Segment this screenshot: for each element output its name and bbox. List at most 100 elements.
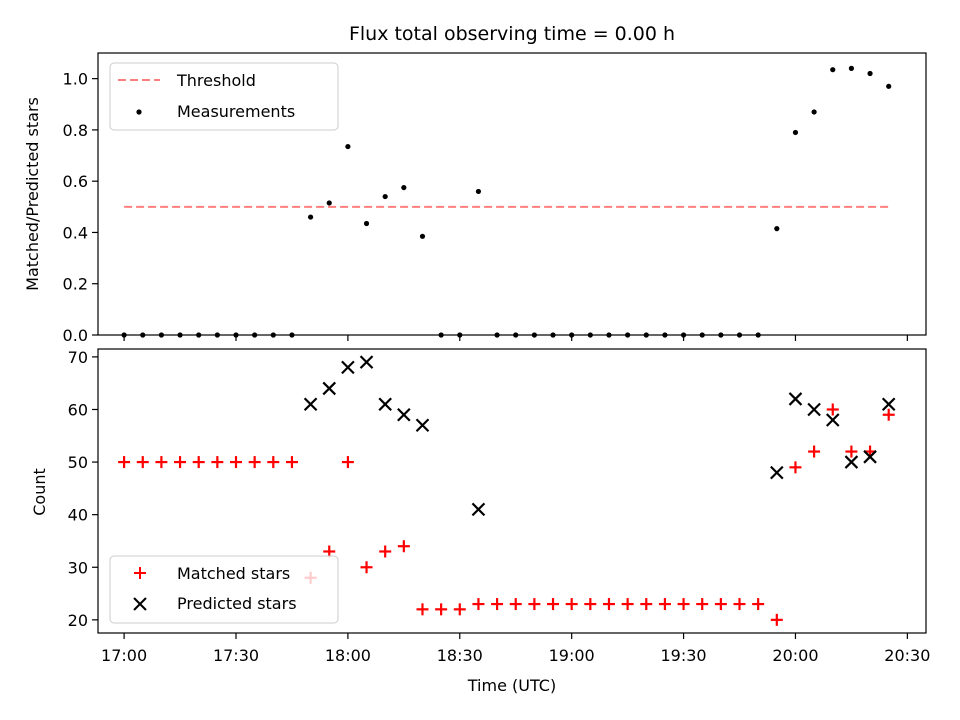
matched-star-point	[341, 456, 354, 469]
bottom-y-tick-label: 50	[68, 453, 88, 472]
legend-measurements-swatch	[136, 109, 142, 115]
predicted-star-point	[844, 455, 859, 469]
top-legend: Threshold Measurements	[109, 62, 339, 131]
bottom-x-tick-label: 18:30	[437, 646, 483, 665]
predicted-star-point	[341, 360, 355, 375]
bottom-legend: Matched stars Predicted stars	[109, 555, 339, 624]
bottom-legend-box	[109, 555, 339, 624]
matched-star-point	[621, 598, 634, 611]
matched-star-point	[491, 598, 504, 611]
predicted-star-point	[397, 407, 411, 422]
top-y-tick-label: 1.0	[63, 70, 88, 89]
matched-star-point	[808, 445, 821, 458]
bottom-x-tick-label: 20:30	[884, 646, 930, 665]
matched-star-point	[230, 456, 242, 469]
predicted-star-point	[415, 418, 430, 433]
top-y-axis-label: Matched/Predicted stars	[23, 97, 42, 291]
matched-star-point	[696, 598, 709, 611]
legend-matched-swatch	[134, 567, 146, 579]
matched-star-point	[789, 461, 802, 474]
predicted-star-point	[471, 502, 486, 517]
matched-star-point	[136, 456, 149, 469]
matched-star-point	[528, 598, 541, 611]
matched-star-point	[174, 456, 187, 469]
top-y-tick-label: 0.2	[63, 275, 88, 294]
bottom-x-tick-label: 18:00	[325, 646, 371, 665]
matched-star-point	[714, 598, 727, 611]
matched-star-point	[360, 561, 373, 574]
matched-star-point	[882, 408, 895, 421]
bottom-y-tick-label: 70	[68, 348, 88, 367]
top-y-tick-label: 0.8	[63, 121, 88, 140]
matched-star-point	[323, 545, 336, 558]
bottom-x-tick-label: 17:00	[101, 646, 147, 665]
matched-star-point	[118, 456, 131, 469]
matched-star-point	[547, 598, 560, 611]
measurement-point	[886, 83, 892, 89]
matched-star-point	[640, 598, 653, 611]
matched-star-point	[658, 598, 671, 611]
top-chart-area: 0.0 0.2 0.4 0.6 0.8 1.0	[63, 65, 908, 345]
bottom-plot-frame	[97, 348, 927, 634]
measurement-point	[792, 129, 799, 136]
matched-star-point	[602, 598, 615, 611]
bottom-y-tick-label: 20	[68, 611, 88, 630]
matched-star-point	[733, 598, 746, 611]
top-chart-title: Flux total observing time = 0.00 h	[349, 23, 675, 45]
predicted-star-point	[378, 397, 392, 412]
bottom-x-tick-label: 19:30	[661, 646, 707, 665]
legend-threshold-label: Threshold	[176, 71, 256, 90]
matched-star-point	[845, 445, 858, 458]
matched-star-point	[379, 545, 392, 558]
legend-matched-label: Matched stars	[177, 564, 290, 583]
matched-star-point	[770, 613, 783, 626]
measurement-point	[475, 188, 482, 195]
measurement-point	[419, 233, 426, 239]
predicted-star-point	[825, 413, 840, 427]
measurement-point	[345, 143, 351, 150]
predicted-star-point	[322, 381, 337, 396]
top-y-tick-label: 0.4	[63, 223, 88, 242]
matched-star-point	[267, 456, 280, 469]
predicted-star-point	[807, 402, 821, 417]
matched-star-point	[211, 456, 224, 469]
matched-star-point	[248, 456, 261, 469]
legend-predicted-label: Predicted stars	[177, 594, 297, 613]
measurement-point	[774, 226, 780, 232]
measurement-point	[830, 67, 836, 73]
predicted-star-point	[788, 392, 803, 406]
matched-star-point	[192, 456, 205, 469]
matched-star-point	[752, 598, 765, 611]
top-y-tick-label: 0.0	[63, 326, 88, 345]
matched-star-point	[826, 403, 839, 416]
matched-star-point	[565, 598, 578, 611]
predicted-star-point	[303, 397, 318, 412]
matched-star-point	[285, 456, 298, 469]
bottom-chart-area: 20 30 40 50 60 70 17:00 17:30 18:00 18:30 19:00 19:…	[68, 348, 931, 665]
matched-star-point	[677, 598, 690, 611]
top-y-tick-label: 0.6	[63, 172, 88, 191]
predicted-star-point	[359, 355, 374, 369]
measurement-point	[326, 200, 332, 206]
bottom-y-tick-label: 40	[68, 506, 88, 525]
measurement-point	[848, 65, 855, 71]
top-plot-frame	[97, 52, 927, 336]
measurement-point	[811, 109, 817, 115]
measurement-point	[382, 193, 388, 200]
bottom-y-tick-label: 60	[68, 400, 88, 419]
bottom-x-tick-label: 19:00	[549, 646, 595, 665]
matched-star-point	[155, 456, 168, 469]
bottom-x-axis-label: Time (UTC)	[467, 676, 556, 695]
matched-star-point	[509, 598, 522, 611]
matched-star-point	[453, 603, 466, 616]
top-legend-box	[109, 62, 339, 131]
bottom-y-tick-label: 30	[68, 558, 88, 577]
matched-star-point	[416, 603, 429, 616]
predicted-star-point	[881, 397, 896, 412]
bottom-x-tick-label: 20:00	[772, 646, 818, 665]
predicted-star-point	[863, 450, 877, 464]
bottom-x-tick-label: 17:30	[213, 646, 259, 665]
measurement-point	[401, 184, 407, 191]
measurement-point	[867, 70, 873, 77]
